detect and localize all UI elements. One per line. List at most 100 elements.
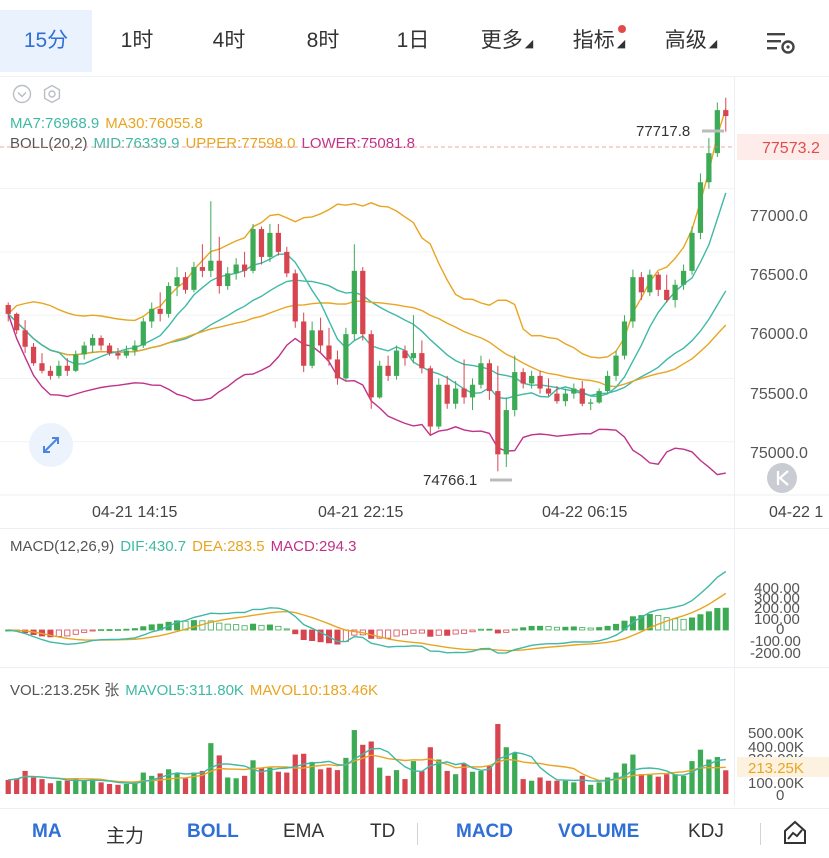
indicator-lines xyxy=(7,108,727,476)
draw-tool-icon[interactable] xyxy=(782,819,808,847)
candle-body xyxy=(225,273,231,287)
candle-body xyxy=(672,284,678,300)
volume-bar xyxy=(73,778,79,794)
macd-bar xyxy=(444,629,451,636)
candle-body xyxy=(655,274,661,290)
macd-tick: 100.00 xyxy=(754,611,800,628)
macd-bar xyxy=(469,629,476,633)
volume-bar xyxy=(157,773,163,794)
indicator-main-force[interactable]: 主力 xyxy=(106,826,145,847)
macd-bar xyxy=(435,629,442,636)
macd-axis: 400.00 300.00 200.00 100.00 0 -100.00 -2… xyxy=(750,580,801,662)
candle-body xyxy=(140,321,146,346)
candle-body xyxy=(174,277,180,287)
macd-bar xyxy=(646,614,653,631)
volume-bar xyxy=(528,780,535,794)
macd-bar xyxy=(283,628,290,631)
ma-legend: MA7:76968.9 MA30:76055.8 xyxy=(10,115,209,132)
candle-body xyxy=(503,410,509,455)
indicator-td[interactable]: TD xyxy=(370,821,396,842)
candle-body xyxy=(182,277,189,290)
tab-more[interactable]: 更多 ◢ xyxy=(476,10,538,72)
skip-latest-icon xyxy=(776,470,789,486)
mavol5-value: MAVOL5:311.80K xyxy=(125,682,244,699)
tab-indicators[interactable]: 指标 ◢ xyxy=(568,10,630,72)
price-grid xyxy=(0,188,734,443)
tab-more-label: 更多 xyxy=(480,29,523,52)
volume-bar xyxy=(478,770,484,794)
candle-body xyxy=(233,264,239,274)
macd-tick: 0 xyxy=(776,621,784,638)
tab-4h[interactable]: 4时 xyxy=(212,29,246,52)
volume-bar xyxy=(537,777,543,794)
tab-advanced[interactable]: 高级 ◢ xyxy=(660,10,722,72)
tab-8h[interactable]: 8时 xyxy=(306,29,340,52)
volume-bar xyxy=(334,770,341,794)
macd-bar xyxy=(418,629,425,634)
mavol10-value: MAVOL10:183.46K xyxy=(249,682,379,699)
volume-bar xyxy=(689,761,695,794)
volume-bar xyxy=(419,770,425,794)
candlestick-chart[interactable]: 77000.0 76500.0 76000.0 75500.0 75000.0 … xyxy=(0,76,829,528)
candle-body xyxy=(30,346,37,364)
macd-bar xyxy=(477,628,484,631)
chart-settings-icon[interactable] xyxy=(766,30,796,56)
macd-name: MACD(12,26,9) xyxy=(10,538,115,555)
macd-bar xyxy=(672,618,679,631)
candle-body xyxy=(697,182,704,233)
candle-body xyxy=(90,337,96,346)
volume-bar xyxy=(81,780,87,794)
candle-body xyxy=(638,277,644,293)
macd-bar xyxy=(72,629,79,635)
volume-bar xyxy=(165,769,172,794)
macd-bar xyxy=(47,629,54,638)
macd-bar xyxy=(174,620,181,631)
volume-bar xyxy=(22,770,28,794)
candle-body xyxy=(39,363,45,371)
indicator-settings-icon[interactable] xyxy=(42,84,62,104)
volume-bar xyxy=(98,782,104,794)
macd-bar xyxy=(216,622,223,631)
candle-body xyxy=(56,365,62,376)
macd-bar xyxy=(233,624,240,631)
macd-bar xyxy=(309,629,316,642)
indicator-ema[interactable]: EMA xyxy=(283,821,325,842)
indicator-ma[interactable]: MA xyxy=(32,821,62,842)
candle-body xyxy=(368,334,374,398)
volume-bar xyxy=(579,775,585,794)
macd-chart: 400.00 300.00 200.00 100.00 0 -100.00 -2… xyxy=(5,570,801,662)
volume-bar xyxy=(596,782,602,794)
time-tick: 04-22 06:15 xyxy=(542,504,628,521)
indicator-boll[interactable]: BOLL xyxy=(187,821,239,842)
scroll-to-latest-button[interactable] xyxy=(767,463,797,493)
volume-bar xyxy=(571,782,577,794)
candle-body xyxy=(343,334,349,379)
volume-bar xyxy=(360,744,366,794)
candle-body xyxy=(309,330,315,366)
volume-axis: 500.00K 400.00K 300.00K 213.25K 100.00K … xyxy=(737,725,829,804)
macd-bar xyxy=(148,624,155,631)
candle-body xyxy=(317,330,324,346)
time-tick: 04-22 1 xyxy=(769,504,823,521)
tab-1h[interactable]: 1时 xyxy=(120,29,154,52)
candle-body xyxy=(22,330,28,347)
price-tick: 77000.0 xyxy=(750,208,808,225)
indicator-kdj[interactable]: KDJ xyxy=(688,821,724,842)
macd-bar xyxy=(697,614,704,631)
volume-bar xyxy=(250,760,256,794)
indicator-macd[interactable]: MACD xyxy=(456,821,513,842)
volume-bar xyxy=(174,773,180,794)
candle-body xyxy=(123,350,130,356)
volume-bar xyxy=(697,749,704,794)
notification-dot xyxy=(618,25,626,33)
macd-bar xyxy=(688,617,696,631)
candle-body xyxy=(73,354,79,371)
current-price-label: 77573.2 xyxy=(762,140,820,157)
tab-15m[interactable]: 15分 xyxy=(0,10,92,72)
candle-body xyxy=(81,345,87,355)
indicator-volume[interactable]: VOLUME xyxy=(558,821,640,842)
candle-body xyxy=(478,363,484,385)
price-tick: 75500.0 xyxy=(750,386,808,403)
collapse-chevron-icon[interactable] xyxy=(12,84,32,104)
tab-1d[interactable]: 1日 xyxy=(396,29,430,52)
